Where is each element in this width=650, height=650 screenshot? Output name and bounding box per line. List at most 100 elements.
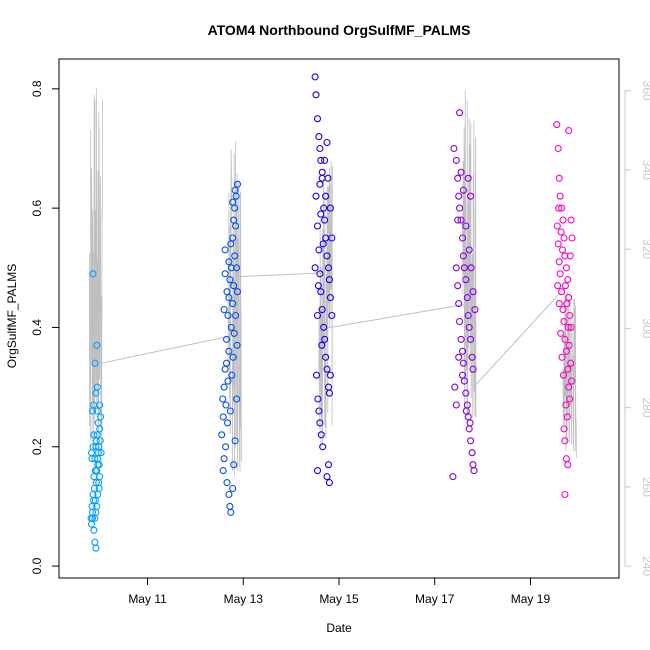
data-point [228, 371, 236, 379]
data-point [555, 300, 563, 308]
data-point [227, 508, 235, 516]
data-point [326, 294, 334, 302]
data-point [457, 168, 465, 176]
data-point [321, 335, 329, 343]
data-point [230, 329, 238, 337]
data-point [564, 461, 572, 469]
data-point [322, 192, 330, 200]
data-point [314, 282, 322, 290]
data-point [231, 186, 239, 194]
data-point [94, 419, 102, 427]
data-point [318, 174, 326, 182]
y2-tick-label: 320 [640, 239, 650, 259]
data-point [559, 371, 568, 379]
data-point [222, 359, 231, 367]
data-point [220, 306, 228, 314]
profile-connector [324, 304, 464, 329]
data-point [456, 204, 464, 212]
data-point [457, 216, 465, 224]
y-tick-label: 0.8 [30, 80, 44, 97]
data-point [219, 413, 227, 421]
data-point [227, 264, 235, 272]
data-point [560, 425, 568, 433]
data-point [219, 395, 227, 403]
data-point [564, 323, 572, 331]
data-point [459, 252, 467, 260]
y2-tick-label: 300 [640, 318, 650, 338]
data-point [229, 484, 237, 493]
data-point [558, 246, 567, 254]
data-point [560, 234, 568, 242]
data-point [325, 389, 333, 397]
x-tick-label: May 15 [319, 592, 359, 606]
data-point [316, 144, 324, 153]
data-point [450, 144, 458, 153]
data-point [567, 216, 575, 224]
data-point [464, 311, 472, 320]
data-point [458, 371, 467, 379]
data-point [233, 288, 242, 296]
data-point [460, 264, 468, 272]
data-point [96, 401, 104, 409]
data-point [219, 467, 227, 475]
data-point [230, 461, 238, 469]
x-tick-label: May 19 [511, 592, 551, 606]
data-point [469, 461, 477, 469]
y-tick-label: 0.6 [30, 199, 44, 216]
data-point [567, 323, 575, 331]
data-point [454, 282, 462, 290]
y-axis: 0.0 0.2 0.4 0.6 0.8 [30, 80, 59, 574]
data-point [92, 437, 100, 445]
data-point [452, 401, 460, 409]
data-point [221, 365, 229, 373]
data-point [325, 479, 333, 487]
data-point [459, 186, 467, 194]
data-point [225, 347, 233, 355]
data-point [452, 156, 460, 164]
data-point [320, 323, 328, 331]
data-point [467, 437, 475, 445]
plot-frame [58, 58, 620, 579]
data-point [226, 407, 234, 415]
data-point [558, 288, 566, 296]
data-point [455, 353, 463, 361]
data-point [559, 216, 567, 224]
data-point [557, 329, 565, 337]
data-point [324, 461, 333, 469]
x-axis-label: Date [326, 621, 352, 635]
data-point [225, 490, 233, 499]
data-point [458, 234, 467, 242]
data-point [316, 270, 324, 278]
data-point [456, 109, 464, 117]
data-point [224, 377, 232, 385]
data-point [464, 174, 472, 182]
data-point [223, 288, 231, 296]
data-point [312, 192, 320, 200]
data-point [468, 449, 476, 457]
data-point [456, 317, 464, 326]
data-point [555, 204, 563, 212]
data-point [227, 240, 235, 248]
data-point [562, 401, 570, 409]
data-point [464, 413, 472, 421]
data-point [315, 246, 323, 254]
data-point [91, 455, 99, 463]
data-point [315, 407, 323, 415]
data-point [311, 264, 319, 272]
data-point [233, 341, 241, 349]
data-point [320, 204, 328, 212]
data-point [555, 258, 563, 266]
data-point [90, 431, 98, 439]
data-point [317, 210, 325, 218]
x-tick-label: May 11 [128, 592, 167, 606]
data-point [459, 359, 467, 367]
data-point [328, 234, 336, 242]
data-point [314, 395, 322, 403]
data-point [321, 156, 329, 164]
y2-tick-label: 360 [640, 81, 650, 101]
data-point [325, 276, 333, 284]
data-point [561, 437, 569, 445]
data-point [87, 520, 96, 528]
data-point [229, 300, 237, 308]
